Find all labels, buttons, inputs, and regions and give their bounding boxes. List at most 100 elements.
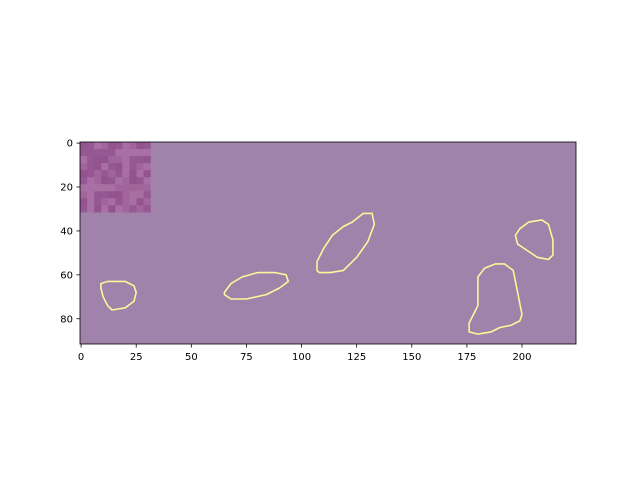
inset-tile-cell bbox=[122, 142, 130, 150]
contour-4 bbox=[468, 263, 523, 335]
inset-tile-cell bbox=[136, 205, 144, 213]
inset-tile-cell bbox=[101, 198, 109, 206]
inset-tile-cell bbox=[136, 142, 144, 150]
x-tick-label: 100 bbox=[292, 352, 311, 363]
inset-tile-cell bbox=[94, 142, 102, 150]
inset-tile-cell bbox=[101, 156, 109, 164]
inset-tile-cell bbox=[115, 177, 123, 185]
inset-tile-cell bbox=[87, 184, 95, 192]
inset-tile-cell bbox=[143, 184, 151, 192]
inset-tile-cell bbox=[101, 142, 109, 150]
inset-tile-cell bbox=[129, 149, 137, 157]
inset-tile-cell bbox=[94, 149, 102, 157]
contour-5 bbox=[514, 219, 554, 261]
inset-tile-cell bbox=[108, 142, 116, 150]
inset-tile-cell bbox=[101, 177, 109, 185]
inset-tile-cell bbox=[87, 156, 95, 164]
x-tick-label: 150 bbox=[402, 352, 421, 363]
inset-tile-cell bbox=[129, 205, 137, 213]
inset-tile-cell bbox=[143, 191, 151, 199]
x-axis: 0 25 50 75 100 125 150 175 200 bbox=[78, 344, 532, 363]
inset-tile-cell bbox=[80, 170, 88, 178]
inset-tile-cell bbox=[143, 198, 151, 206]
inset-tile-cell bbox=[108, 184, 116, 192]
inset-tile-cell bbox=[115, 205, 123, 213]
inset-tile-cell bbox=[87, 191, 95, 199]
inset-tile-cell bbox=[122, 149, 130, 157]
inset-tile-cell bbox=[115, 184, 123, 192]
inset-tile-cell bbox=[108, 163, 116, 171]
inset-tile-cell bbox=[108, 156, 116, 164]
x-tick-label: 175 bbox=[457, 352, 476, 363]
inset-tile-cell bbox=[129, 163, 137, 171]
plot-area bbox=[79, 141, 577, 345]
inset-tile-cell bbox=[80, 149, 88, 157]
inset-tile-cell bbox=[80, 191, 88, 199]
inset-tile-cell bbox=[101, 170, 109, 178]
inset-tile-cell bbox=[80, 205, 88, 213]
inset-tile-cell bbox=[115, 156, 123, 164]
inset-tile-cell bbox=[129, 191, 137, 199]
inset-tile-cell bbox=[94, 184, 102, 192]
inset-tile-cell bbox=[80, 163, 88, 171]
y-tick-label: 60 bbox=[60, 270, 73, 281]
inset-tile-cell bbox=[143, 149, 151, 157]
contour-1 bbox=[100, 280, 137, 311]
inset-tile-cell bbox=[143, 142, 151, 150]
inset-tile-cell bbox=[143, 177, 151, 185]
inset-tile-cell bbox=[87, 205, 95, 213]
inset-tile-cell bbox=[136, 191, 144, 199]
inset-tile bbox=[80, 142, 151, 213]
inset-tile-cell bbox=[122, 198, 130, 206]
inset-tile-cell bbox=[80, 184, 88, 192]
inset-tile-cell bbox=[115, 170, 123, 178]
inset-tile-cell bbox=[87, 177, 95, 185]
inset-tile-cell bbox=[80, 156, 88, 164]
inset-tile-cell bbox=[122, 184, 130, 192]
inset-tile-cell bbox=[129, 142, 137, 150]
inset-tile-cell bbox=[94, 163, 102, 171]
contour-3 bbox=[316, 212, 376, 274]
inset-tile-cell bbox=[87, 170, 95, 178]
inset-tile-cell bbox=[101, 163, 109, 171]
inset-tile-cell bbox=[94, 170, 102, 178]
inset-tile-cell bbox=[143, 205, 151, 213]
y-tick-label: 0 bbox=[67, 139, 73, 150]
inset-tile-cell bbox=[136, 156, 144, 164]
y-tick-label: 80 bbox=[60, 314, 73, 325]
inset-tile-cell bbox=[136, 184, 144, 192]
x-tick-label: 125 bbox=[347, 352, 366, 363]
inset-tile-cell bbox=[80, 177, 88, 185]
inset-tile-cell bbox=[87, 149, 95, 157]
inset-tile-cell bbox=[108, 191, 116, 199]
inset-tile-cell bbox=[136, 177, 144, 185]
x-tick-label: 50 bbox=[185, 352, 198, 363]
inset-tile-cell bbox=[122, 163, 130, 171]
inset-tile-cell bbox=[129, 184, 137, 192]
inset-tile-cell bbox=[108, 198, 116, 206]
inset-tile-cell bbox=[80, 198, 88, 206]
contour-2 bbox=[223, 271, 290, 300]
inset-tile-cell bbox=[136, 170, 144, 178]
inset-tile-cell bbox=[122, 191, 130, 199]
y-tick-label: 20 bbox=[60, 183, 73, 194]
x-tick-label: 75 bbox=[240, 352, 253, 363]
inset-tile-cell bbox=[87, 142, 95, 150]
inset-tile-cell bbox=[115, 198, 123, 206]
inset-tile-cell bbox=[122, 170, 130, 178]
x-tick-label: 0 bbox=[78, 352, 84, 363]
inset-tile-cell bbox=[122, 205, 130, 213]
inset-tile-cell bbox=[94, 177, 102, 185]
inset-tile-cell bbox=[115, 163, 123, 171]
y-axis: 0 20 40 60 80 bbox=[60, 139, 80, 325]
inset-tile-cell bbox=[115, 142, 123, 150]
inset-tile-cell bbox=[87, 163, 95, 171]
x-tick-label: 25 bbox=[130, 352, 143, 363]
inset-tile-cell bbox=[101, 149, 109, 157]
inset-tile-cell bbox=[129, 170, 137, 178]
inset-tile-cell bbox=[94, 156, 102, 164]
inset-tile-cell bbox=[129, 156, 137, 164]
y-tick-label: 40 bbox=[60, 226, 73, 237]
inset-tile-cell bbox=[136, 163, 144, 171]
